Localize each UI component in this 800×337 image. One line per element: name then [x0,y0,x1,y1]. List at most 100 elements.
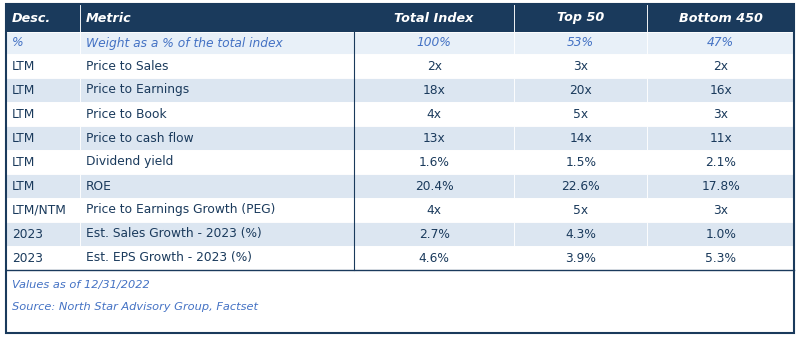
Text: 3x: 3x [574,60,588,72]
Bar [354,4,514,32]
Bar [354,32,514,54]
Bar [80,78,354,102]
Text: 17.8%: 17.8% [702,180,740,192]
Bar [6,270,794,333]
Bar [354,54,514,78]
Bar [80,102,354,126]
Bar [354,174,514,198]
Text: LTM: LTM [12,155,35,168]
Bar [647,4,794,32]
Text: Weight as a % of the total index: Weight as a % of the total index [86,36,283,50]
Bar [514,150,647,174]
Bar [6,222,80,246]
Text: LTM: LTM [12,131,35,145]
Bar [647,222,794,246]
Bar [514,102,647,126]
Bar [354,78,514,102]
Bar [647,174,794,198]
Text: 2x: 2x [713,60,728,72]
Bar [514,32,647,54]
Bar [647,198,794,222]
Text: 2x: 2x [426,60,442,72]
Bar [514,54,647,78]
Bar [80,150,354,174]
Bar [80,126,354,150]
Text: 4.6%: 4.6% [418,251,450,265]
Text: 2.1%: 2.1% [706,155,736,168]
Text: Price to Sales: Price to Sales [86,60,169,72]
Bar [6,54,80,78]
Text: Desc.: Desc. [12,11,51,25]
Bar [6,102,80,126]
Text: Values as of 12/31/2022: Values as of 12/31/2022 [12,280,150,290]
Text: %: % [12,36,24,50]
Bar [80,54,354,78]
Text: Price to Earnings: Price to Earnings [86,84,190,96]
Text: 13x: 13x [422,131,446,145]
Text: Dividend yield: Dividend yield [86,155,174,168]
Text: LTM: LTM [12,180,35,192]
Text: 3x: 3x [713,204,728,216]
Text: Top 50: Top 50 [557,11,605,25]
Text: 47%: 47% [707,36,734,50]
Bar [514,78,647,102]
Text: LTM: LTM [12,84,35,96]
Text: 20.4%: 20.4% [415,180,454,192]
Text: LTM: LTM [12,60,35,72]
Bar [647,54,794,78]
Text: 100%: 100% [417,36,451,50]
Text: 2.7%: 2.7% [418,227,450,241]
Text: 20x: 20x [570,84,592,96]
Text: 4x: 4x [426,204,442,216]
Text: 5x: 5x [574,204,588,216]
Text: Price to cash flow: Price to cash flow [86,131,194,145]
Text: 18x: 18x [422,84,446,96]
Bar [80,32,354,54]
Bar [6,126,80,150]
Bar [80,198,354,222]
Text: Metric: Metric [86,11,132,25]
Text: Est. Sales Growth - 2023 (%): Est. Sales Growth - 2023 (%) [86,227,262,241]
Bar [514,174,647,198]
Text: LTM/NTM: LTM/NTM [12,204,67,216]
Bar [354,150,514,174]
Bar [80,4,354,32]
Bar [354,102,514,126]
Text: 14x: 14x [570,131,592,145]
Text: Total Index: Total Index [394,11,474,25]
Text: 1.6%: 1.6% [418,155,450,168]
Text: 16x: 16x [710,84,732,96]
Text: Price to Earnings Growth (PEG): Price to Earnings Growth (PEG) [86,204,275,216]
Bar [647,102,794,126]
Text: Est. EPS Growth - 2023 (%): Est. EPS Growth - 2023 (%) [86,251,252,265]
Bar [6,4,80,32]
Text: 3.9%: 3.9% [566,251,596,265]
Bar [6,32,80,54]
Text: Price to Book: Price to Book [86,108,166,121]
Text: 2023: 2023 [12,227,43,241]
Text: 1.0%: 1.0% [706,227,736,241]
Bar [514,222,647,246]
Text: 11x: 11x [710,131,732,145]
Text: 5.3%: 5.3% [705,251,736,265]
Bar [647,78,794,102]
Text: Bottom 450: Bottom 450 [678,11,762,25]
Bar [354,222,514,246]
Bar [6,174,80,198]
Bar [647,126,794,150]
Bar [514,198,647,222]
Text: 4.3%: 4.3% [566,227,596,241]
Bar [514,126,647,150]
Bar [6,78,80,102]
Bar [80,174,354,198]
Bar [6,198,80,222]
Bar [514,4,647,32]
Text: Source: North Star Advisory Group, Factset: Source: North Star Advisory Group, Facts… [12,302,258,312]
Text: LTM: LTM [12,108,35,121]
Text: 3x: 3x [713,108,728,121]
Bar [80,246,354,270]
Text: 4x: 4x [426,108,442,121]
Text: 2023: 2023 [12,251,43,265]
Bar [80,222,354,246]
Text: 22.6%: 22.6% [562,180,600,192]
